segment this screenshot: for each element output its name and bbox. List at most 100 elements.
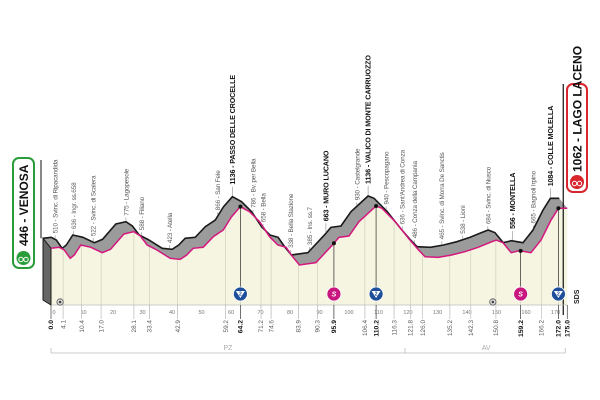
x-tick-label: 130 [433,310,442,316]
x-tick-label: 150 [492,310,501,316]
km-label: 142.3 [468,320,475,336]
km-label: 33.4 [147,320,154,333]
waypoint-elevation: 940 [383,194,390,205]
waypoint-name: MURO LUCANO [321,150,330,204]
waypoint-label: 423 - Atella [167,212,174,243]
waypoint-separator: - [71,214,78,219]
x-tick-label: 110 [374,310,383,316]
waypoint-label: 786 - Bv. per Bella [250,158,257,208]
waypoint-label: 556 - MONTELLA [508,173,517,229]
waypoint-elevation: 338 [288,237,295,248]
x-tick-label: 60 [228,310,234,316]
waypoint-name: Bv. per Bella [250,158,257,192]
waypoint-name: Ins. ss.7 [307,207,314,230]
region-label: PZ [224,345,234,352]
waypoint-label: 775 - Lagopesole [123,168,130,216]
waypoint-name: Svinc. di Ripacandida [52,159,59,218]
x-tick-label: 50 [198,310,204,316]
waypoint-name: Lagopesole [123,168,130,200]
waypoint-labels: 510 - Svinc. di Ripacandida 636 - Ingr. s… [52,55,555,253]
x-tick-label: 10 [80,310,86,316]
waypoint-label: 866 - San Fele [215,170,222,210]
waypoint-name: Sant'Andrea di Conza [400,149,407,209]
waypoint-label: 465 - Svinc. di Morra De Sanctis [439,152,446,239]
kom-category: 2 [239,292,242,298]
waypoint-elevation: 636 [400,214,407,225]
waypoint-name: PASSO DELLE CROCELLE [228,75,237,164]
x-tick-label: 100 [344,310,353,316]
waypoint-elevation: 465 [439,229,446,240]
waypoint-separator: - [91,221,98,226]
waypoint-label: 538 - Lioni [460,206,467,234]
waypoint-name: Bella Stazione [288,193,295,232]
km-label: 17.0 [98,320,105,333]
waypoint-label: 940 - Pescopagano [383,151,390,204]
climb-summit-dot [556,206,561,211]
waypoint-label: 665 - Bagnoli Irpino [531,170,538,223]
waypoint-separator: - [383,189,390,194]
waypoint-label: 385 - Ins. ss.7 [307,207,314,245]
km-label: 59.2 [223,320,230,333]
waypoint-elevation: 930 [354,189,361,200]
waypoint-label: 636 - Sant'Andrea di Conza [400,149,407,224]
waypoint-separator: - [307,230,314,235]
waypoint-name: VALICO DI MONTE CARRUOZZO [363,55,372,163]
waypoint-separator: - [363,163,372,169]
finish-label-text: 1062 - LAGO LACENO [571,46,585,172]
waypoint-separator: - [288,232,295,237]
waypoint-separator: - [167,228,174,233]
waypoint-name: Pescopagano [383,151,390,189]
waypoint-elevation: 786 [250,197,257,208]
sprint-dot [331,241,336,246]
kom-category: 2 [375,292,378,298]
waypoint-separator: - [123,200,130,205]
km-label: 172.0 [556,320,563,337]
km-label: 42.9 [175,320,182,333]
sprint-badge-icon: S [326,286,342,302]
waypoint-elevation: 665 [531,213,538,224]
km-label: 126.0 [420,320,427,336]
waypoint-elevation: 684 [485,213,492,224]
waypoint-separator: - [439,224,446,229]
km-label: 106.4 [362,320,369,336]
waypoint-name: Bella [260,193,267,207]
waypoint-name: Atella [167,212,174,228]
sprint-badge-icon: S [513,286,529,302]
waypoint-separator: - [460,218,467,223]
waypoint-separator: - [485,209,492,214]
start-icon [16,251,31,265]
waypoint-name: Svinc. di Nusco [485,166,492,208]
waypoint-elevation: 1136 [228,170,237,185]
waypoint-name: MONTELLA [508,173,517,212]
waypoint-elevation: 522 [91,225,98,236]
km-label: 83.9 [296,320,303,333]
start-label-text: 446 - VENOSA [17,164,31,246]
waypoint-separator: - [321,204,330,210]
feed-zone-icon [489,298,497,306]
waypoint-label: 588 - Filiano [139,196,146,230]
profile-area [51,205,568,305]
waypoint-name: Filiano [139,196,146,214]
kom-badge-icon: 2 [368,286,384,302]
waypoint-separator: - [508,211,517,217]
km-label: 166.2 [538,320,545,336]
profile-relief [40,84,568,315]
waypoint-label: 663 - MURO LUCANO [321,150,330,221]
sds-label: SDS [574,289,581,304]
waypoint-elevation: 1084 [546,171,555,187]
km-label: 150.8 [493,320,500,336]
km-label: 74.6 [268,320,275,333]
x-tick-label: 120 [403,310,412,316]
climb-summit-dot [374,203,379,208]
x-tick-label: 170 [551,310,560,316]
waypoint-elevation: 423 [167,232,174,243]
waypoint-separator: - [546,165,555,171]
waypoint-elevation: 556 [508,217,517,229]
km-label: 95.9 [331,320,338,333]
waypoint-label: 510 - Svinc. di Ripacandida [52,159,59,233]
waypoint-elevation: 538 [460,223,467,234]
waypoint-name: Conza della Campania [412,161,419,223]
finish-label: 1062 - LAGO LACENO [566,46,588,193]
km-label: 64.2 [238,320,245,333]
